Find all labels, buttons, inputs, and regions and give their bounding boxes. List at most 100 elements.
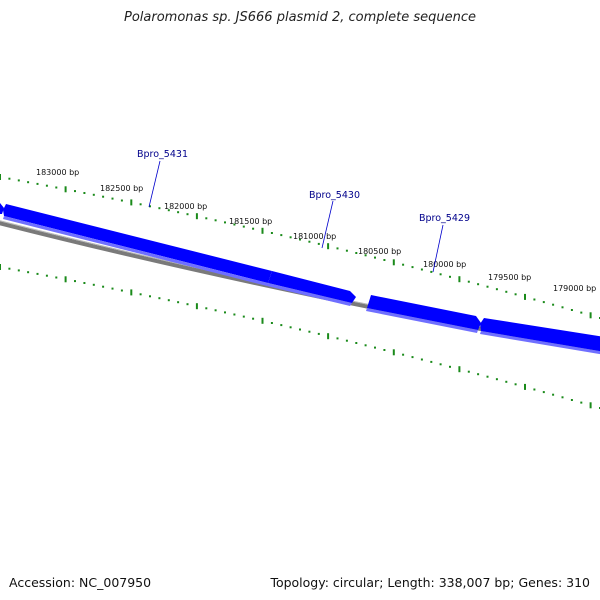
gene-arrow[interactable] — [0, 203, 4, 214]
minor-tick — [580, 401, 583, 404]
minor-tick — [233, 223, 236, 226]
minor-tick — [224, 311, 226, 314]
minor-tick — [167, 209, 170, 212]
minor-tick — [345, 339, 348, 342]
minor-tick — [336, 337, 339, 340]
minor-tick — [36, 272, 39, 275]
minor-tick — [552, 393, 555, 396]
major-tick — [0, 174, 1, 180]
minor-tick — [355, 342, 358, 344]
topology-value: circular — [332, 575, 380, 590]
minor-tick — [214, 219, 217, 222]
minor-tick — [505, 380, 508, 383]
minor-tick — [411, 266, 414, 269]
minor-tick — [505, 290, 508, 293]
tick-label: 179000 bp — [553, 284, 596, 293]
minor-tick — [402, 353, 405, 356]
minor-tick — [495, 288, 498, 291]
minor-tick — [336, 247, 339, 250]
tick-label: 183000 bp — [36, 168, 79, 177]
minor-tick — [580, 311, 583, 314]
minor-tick — [102, 195, 105, 198]
major-tick — [130, 289, 133, 296]
minor-tick — [17, 269, 20, 272]
tick-label: 182000 bp — [164, 202, 207, 211]
minor-tick — [242, 225, 245, 228]
minor-tick — [224, 221, 226, 224]
scale-tick-labels: 183000 bp 182500 bp 182000 bp 181500 bp … — [36, 168, 596, 293]
gene-arrow[interactable] — [267, 271, 356, 306]
minor-tick — [317, 242, 320, 245]
gene-label-group[interactable]: Bpro_5429 — [419, 213, 470, 273]
accession-text: Accession: NC_007950 — [9, 575, 151, 590]
minor-tick — [149, 295, 151, 298]
minor-tick — [120, 289, 123, 292]
minor-tick — [158, 297, 161, 300]
minor-tick — [355, 252, 358, 254]
minor-tick — [74, 280, 76, 283]
minor-tick — [495, 378, 498, 381]
minor-tick — [214, 309, 217, 312]
tick-label: 181500 bp — [229, 217, 272, 226]
accession-label: Accession: — [9, 575, 76, 590]
minor-tick — [186, 303, 189, 306]
minor-tick — [102, 285, 105, 288]
minor-tick — [486, 285, 489, 288]
genes-value: 310 — [566, 575, 590, 590]
minor-tick — [280, 324, 283, 327]
minor-tick — [74, 190, 76, 193]
major-tick — [64, 186, 67, 193]
minor-tick — [308, 330, 311, 333]
minor-tick — [411, 356, 414, 359]
major-tick — [195, 213, 198, 220]
minor-tick — [514, 383, 517, 386]
minor-tick — [299, 238, 301, 241]
gene-arrow[interactable] — [3, 204, 272, 286]
tick-label: 182500 bp — [100, 184, 143, 193]
major-tick — [589, 312, 592, 319]
genes-label: Genes: — [518, 575, 563, 590]
minor-tick — [467, 280, 470, 283]
minor-tick — [280, 234, 283, 237]
minor-tick — [308, 240, 311, 243]
minor-tick — [477, 283, 480, 286]
gene-arrow[interactable] — [366, 295, 481, 333]
sequence-summary: Topology: circular; Length: 338,007 bp; … — [270, 575, 590, 590]
length-value: 338,007 bp — [438, 575, 511, 590]
minor-tick — [552, 303, 555, 306]
minor-tick — [17, 179, 20, 182]
major-tick — [0, 264, 1, 270]
minor-tick — [570, 399, 573, 401]
minor-tick — [111, 197, 114, 200]
major-tick — [327, 333, 330, 340]
minor-tick — [8, 177, 11, 180]
gene-label[interactable]: Bpro_5430 — [309, 190, 360, 201]
major-tick — [64, 276, 67, 283]
minor-tick — [27, 181, 30, 184]
major-tick — [327, 243, 330, 250]
minor-tick — [205, 307, 208, 310]
minor-tick — [252, 227, 255, 230]
minor-tick — [561, 396, 564, 399]
minor-tick — [120, 199, 123, 202]
minor-tick — [533, 388, 536, 391]
minor-tick — [439, 363, 442, 366]
minor-tick — [139, 293, 142, 296]
major-tick — [524, 293, 526, 300]
minor-tick — [45, 274, 48, 277]
gene-label-group[interactable]: Bpro_5430 — [309, 190, 360, 249]
minor-tick — [177, 301, 180, 304]
minor-tick — [374, 256, 376, 259]
gene-label[interactable]: Bpro_5431 — [137, 149, 188, 160]
minor-tick — [449, 365, 451, 368]
gene-label[interactable]: Bpro_5429 — [419, 213, 470, 224]
gene-arrow[interactable] — [480, 318, 600, 355]
minor-tick — [289, 326, 292, 329]
minor-tick — [139, 203, 142, 206]
gene-label-group[interactable]: Bpro_5431 — [137, 149, 188, 208]
tick-label: 180500 bp — [358, 247, 401, 256]
minor-tick — [299, 328, 301, 331]
minor-tick — [514, 293, 517, 296]
minor-tick — [111, 287, 114, 290]
minor-tick — [158, 207, 161, 210]
